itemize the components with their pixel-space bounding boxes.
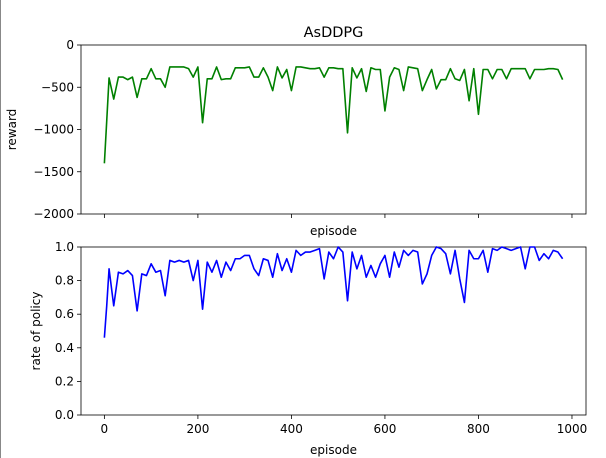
series-line	[103, 66, 564, 164]
x-tick-label: 800	[467, 422, 490, 436]
series-line	[103, 246, 564, 338]
policy-rate-y-axis-label: rate of policy	[29, 292, 43, 371]
reward-x-ticks	[103, 214, 573, 218]
y-tick-label: 0.6	[55, 307, 74, 321]
y-tick-label: 0.4	[55, 341, 74, 355]
reward-x-axis-label: episode	[310, 224, 357, 238]
x-tick-label: 1000	[557, 422, 588, 436]
y-tick-label: 0.8	[55, 274, 74, 288]
y-tick-label: 1.0	[55, 240, 74, 254]
y-tick-label: −2000	[33, 207, 74, 221]
y-tick-label: −500	[41, 80, 74, 94]
reward-panel: 0 −500 −1000 −1500 −2000 AsDDPG episode rewa…	[5, 25, 587, 238]
policy-rate-y-ticks: 0.0 0.2 0.4 0.6 0.8 1.0	[55, 240, 81, 422]
reward-series	[103, 66, 564, 164]
policy-rate-panel: 0.0 0.2 0.4 0.6 0.8 1.0 0 200 400 600 800 1000 epi…	[29, 240, 587, 457]
y-tick-label: −1000	[33, 123, 74, 137]
x-tick-label: 200	[186, 422, 209, 436]
policy-rate-axes-frame	[80, 246, 587, 416]
y-tick-label: 0.0	[55, 408, 74, 422]
y-tick-label: 0.2	[55, 374, 74, 388]
page-left-border	[0, 0, 1, 458]
reward-y-axis-label: reward	[5, 109, 19, 151]
x-tick-label: 400	[280, 422, 303, 436]
y-tick-label: 0	[66, 38, 74, 52]
x-tick-label: 600	[373, 422, 396, 436]
x-tick-label: 0	[101, 422, 109, 436]
policy-rate-x-axis-label: episode	[310, 443, 357, 457]
chart-title: AsDDPG	[304, 25, 364, 41]
y-tick-label: −1500	[33, 165, 74, 179]
reward-y-ticks: 0 −500 −1000 −1500 −2000	[33, 38, 81, 221]
policy-rate-x-ticks: 0 200 400 600 800 1000	[101, 415, 588, 436]
policy-rate-series	[103, 246, 564, 338]
